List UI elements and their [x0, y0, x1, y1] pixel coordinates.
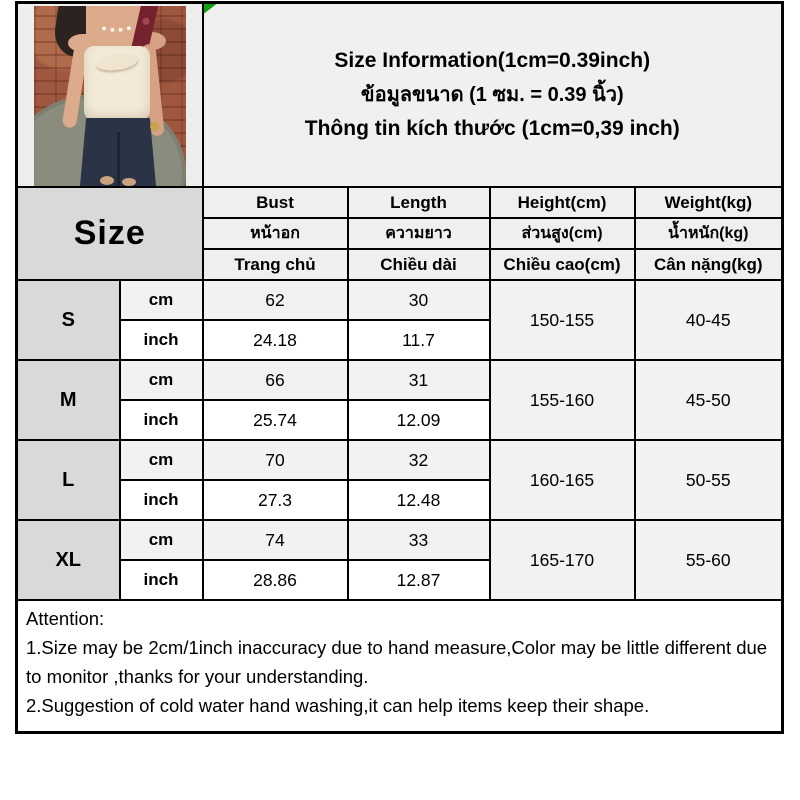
- attention-box: Attention: 1.Size may be 2cm/1inch inacc…: [15, 599, 784, 733]
- header-row-english: Size Bust Length Height(cm) Weight(kg): [15, 186, 784, 281]
- m-bust-inch: 25.74: [201, 399, 349, 441]
- s-length-cm: 30: [346, 279, 491, 321]
- xl-bust-cm: 74: [201, 519, 349, 561]
- photo-foot-right: [122, 178, 136, 186]
- header-weight-vi: Cân nặng(kg): [633, 248, 784, 281]
- table-row-s-cm: S cm 62 30 150-155 40-45: [15, 279, 784, 361]
- header-length-vi: Chiều dài: [346, 248, 491, 281]
- header-length-th: ความยาว: [346, 217, 491, 250]
- header-row-thai: หน้าอก ความยาว ส่วนสูง(cm) น้ำหนัก(kg): [17, 217, 784, 250]
- attention-item-1: 1.Size may be 2cm/1inch inaccuracy due t…: [26, 637, 768, 687]
- model-photo: [34, 6, 186, 186]
- table-row-xl-cm: XL cm 74 33 165-170 55-60: [15, 519, 784, 601]
- m-bust-cm: 66: [201, 359, 349, 401]
- table-row-m-cm: M cm 66 31 155-160 45-50: [15, 359, 784, 441]
- attention-item-2: 2.Suggestion of cold water hand washing,…: [26, 695, 650, 716]
- xl-weight: 55-60: [633, 519, 784, 601]
- photo-cell: [15, 1, 204, 188]
- s-height: 150-155: [488, 279, 636, 361]
- l-bust-cm: 70: [201, 439, 349, 481]
- l-weight: 50-55: [633, 439, 784, 521]
- size-column-header: Size: [15, 186, 204, 281]
- l-length-cm: 32: [346, 439, 491, 481]
- photo-foot-left: [100, 176, 114, 185]
- l-bust-inch: 27.3: [201, 479, 349, 521]
- unit-label-cm: cm: [118, 519, 204, 561]
- title-thai: ข้อมูลขนาด (1 ซม. = 0.39 นิ้ว): [360, 84, 624, 106]
- unit-label-inch: inch: [118, 559, 204, 601]
- header-bust-th: หน้าอก: [201, 217, 349, 250]
- header-weight-th: น้ำหนัก(kg): [633, 217, 784, 250]
- size-chart-table: Size Information(1cm=0.39inch) ข้อมูลขนา…: [15, 1, 785, 734]
- s-length-inch: 11.7: [346, 319, 491, 361]
- table-row-xl-inch: inch 28.86 12.87: [17, 559, 783, 601]
- title-cell: Size Information(1cm=0.39inch) ข้อมูลขนา…: [201, 1, 784, 188]
- header-bust-vi: Trang chủ: [201, 248, 349, 281]
- s-bust-inch: 24.18: [201, 319, 349, 361]
- xl-bust-inch: 28.86: [201, 559, 349, 601]
- m-length-cm: 31: [346, 359, 491, 401]
- header-height-th: ส่วนสูง(cm): [488, 217, 636, 250]
- green-corner-marker-icon: [204, 4, 217, 14]
- header-height-vi: Chiều cao(cm): [488, 248, 636, 281]
- top-row: Size Information(1cm=0.39inch) ข้อมูลขนา…: [15, 1, 784, 188]
- table-row-s-inch: inch 24.18 11.7: [17, 319, 783, 361]
- size-label-xl: XL: [15, 519, 121, 601]
- unit-label-inch: inch: [118, 479, 204, 521]
- s-weight: 40-45: [633, 279, 784, 361]
- m-height: 155-160: [488, 359, 636, 441]
- attention-row: Attention: 1.Size may be 2cm/1inch inacc…: [15, 599, 784, 733]
- table-row-l-inch: inch 27.3 12.48: [17, 479, 783, 521]
- title-english: Size Information(1cm=0.39inch): [334, 49, 651, 72]
- attention-heading: Attention:: [26, 608, 105, 629]
- unit-label-inch: inch: [118, 399, 204, 441]
- photo-gold-watch: [150, 122, 159, 131]
- unit-label-cm: cm: [118, 439, 204, 481]
- header-height-en: Height(cm): [488, 186, 636, 219]
- m-length-inch: 12.09: [346, 399, 491, 441]
- m-weight: 45-50: [633, 359, 784, 441]
- s-bust-cm: 62: [201, 279, 349, 321]
- unit-label-cm: cm: [118, 279, 204, 321]
- header-bust-en: Bust: [201, 186, 349, 219]
- size-label-s: S: [15, 279, 121, 361]
- table-row-l-cm: L cm 70 32 160-165 50-55: [15, 439, 784, 521]
- unit-label-inch: inch: [118, 319, 204, 361]
- size-label-l: L: [15, 439, 121, 521]
- xl-height: 165-170: [488, 519, 636, 601]
- l-height: 160-165: [488, 439, 636, 521]
- unit-label-cm: cm: [118, 359, 204, 401]
- header-weight-en: Weight(kg): [633, 186, 784, 219]
- table-row-m-inch: inch 25.74 12.09: [17, 399, 783, 441]
- l-length-inch: 12.48: [346, 479, 491, 521]
- photo-pearl-necklace: [94, 12, 138, 32]
- xl-length-inch: 12.87: [346, 559, 491, 601]
- size-label-m: M: [15, 359, 121, 441]
- title-vietnamese: Thông tin kích thước (1cm=0,39 inch): [304, 117, 680, 140]
- header-row-vietnamese: Trang chủ Chiều dài Chiều cao(cm) Cân nặ…: [17, 248, 784, 281]
- photo-jeans-seam: [117, 132, 120, 186]
- header-length-en: Length: [346, 186, 491, 219]
- xl-length-cm: 33: [346, 519, 491, 561]
